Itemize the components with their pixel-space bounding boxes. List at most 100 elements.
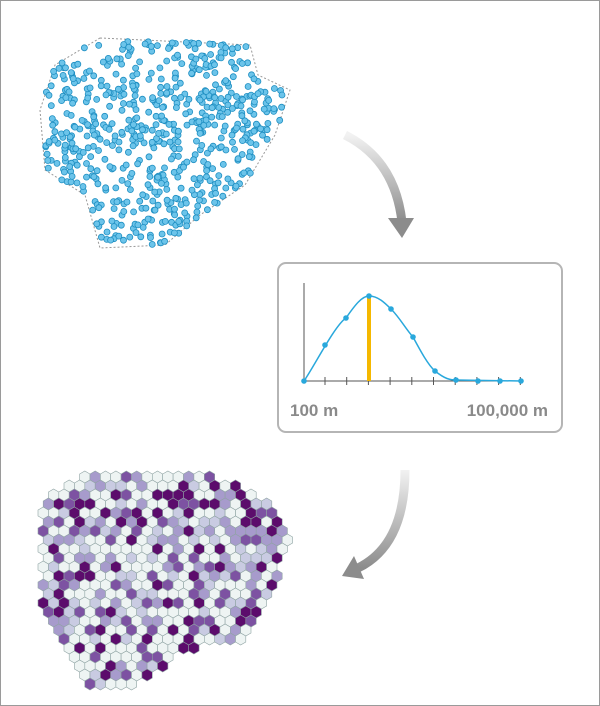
point [115,138,123,146]
point [214,179,222,187]
point [177,94,185,101]
point [120,41,128,48]
point [117,221,125,229]
point [221,122,229,130]
point [147,69,155,77]
point [176,79,184,87]
point [180,163,187,171]
point [61,168,68,176]
point [118,128,126,136]
point [196,96,204,104]
hex-cell [235,632,247,646]
point [181,209,189,217]
point [120,76,127,84]
point [171,74,179,82]
point [270,105,278,112]
point [80,75,88,82]
point [67,69,75,76]
point [203,167,211,175]
point [93,220,101,228]
point [211,121,219,129]
point [238,112,246,120]
point [95,204,103,212]
point [174,127,182,135]
point [84,144,92,152]
point [219,160,227,168]
point [178,60,186,67]
point [161,164,168,172]
point [206,177,214,185]
point-cloud [39,37,291,249]
point [76,153,83,161]
point [175,145,183,153]
point [196,129,204,137]
point [152,121,160,128]
point [47,102,55,109]
point [128,169,136,177]
point [183,222,191,230]
point [126,186,134,194]
point [254,90,262,97]
point [123,198,131,206]
point [120,208,128,215]
point [238,60,246,67]
point [43,150,51,158]
point [228,131,236,139]
point [202,116,210,124]
hex-cell [126,677,137,691]
point [87,153,95,161]
point [72,145,80,153]
point [61,141,69,149]
point [101,155,109,163]
point [115,232,123,240]
point [152,112,160,120]
point [278,91,286,99]
point [59,72,67,79]
point [195,196,203,204]
point [48,115,56,122]
point [141,40,149,48]
point [109,142,116,149]
hex-cell [94,677,106,691]
hex-cell [214,632,226,646]
point [131,92,139,99]
arrow [342,130,407,223]
point [174,138,182,146]
point [129,142,137,150]
point [125,116,133,124]
point [171,205,178,213]
point [193,208,201,216]
point [157,90,165,97]
point [162,130,170,138]
point [188,69,196,77]
point [202,88,210,95]
point [232,182,240,190]
point [151,206,159,214]
point [260,105,268,113]
curve-point [366,293,372,299]
point [190,156,198,164]
point [170,229,178,237]
curve-point [301,378,307,384]
point [94,180,102,188]
point [177,184,185,192]
hex-cell [204,632,215,646]
point [63,129,70,137]
point [51,136,59,144]
point [133,114,141,122]
point [241,117,249,125]
point [153,42,161,49]
point [195,118,203,126]
point [139,191,147,199]
point [233,124,240,132]
point [168,39,176,47]
point [191,45,199,53]
point [66,133,74,141]
point [154,201,162,209]
point [95,147,102,154]
point [158,112,166,120]
hex-cell [188,641,200,655]
point [239,96,247,104]
point [229,138,236,146]
point [83,132,91,140]
